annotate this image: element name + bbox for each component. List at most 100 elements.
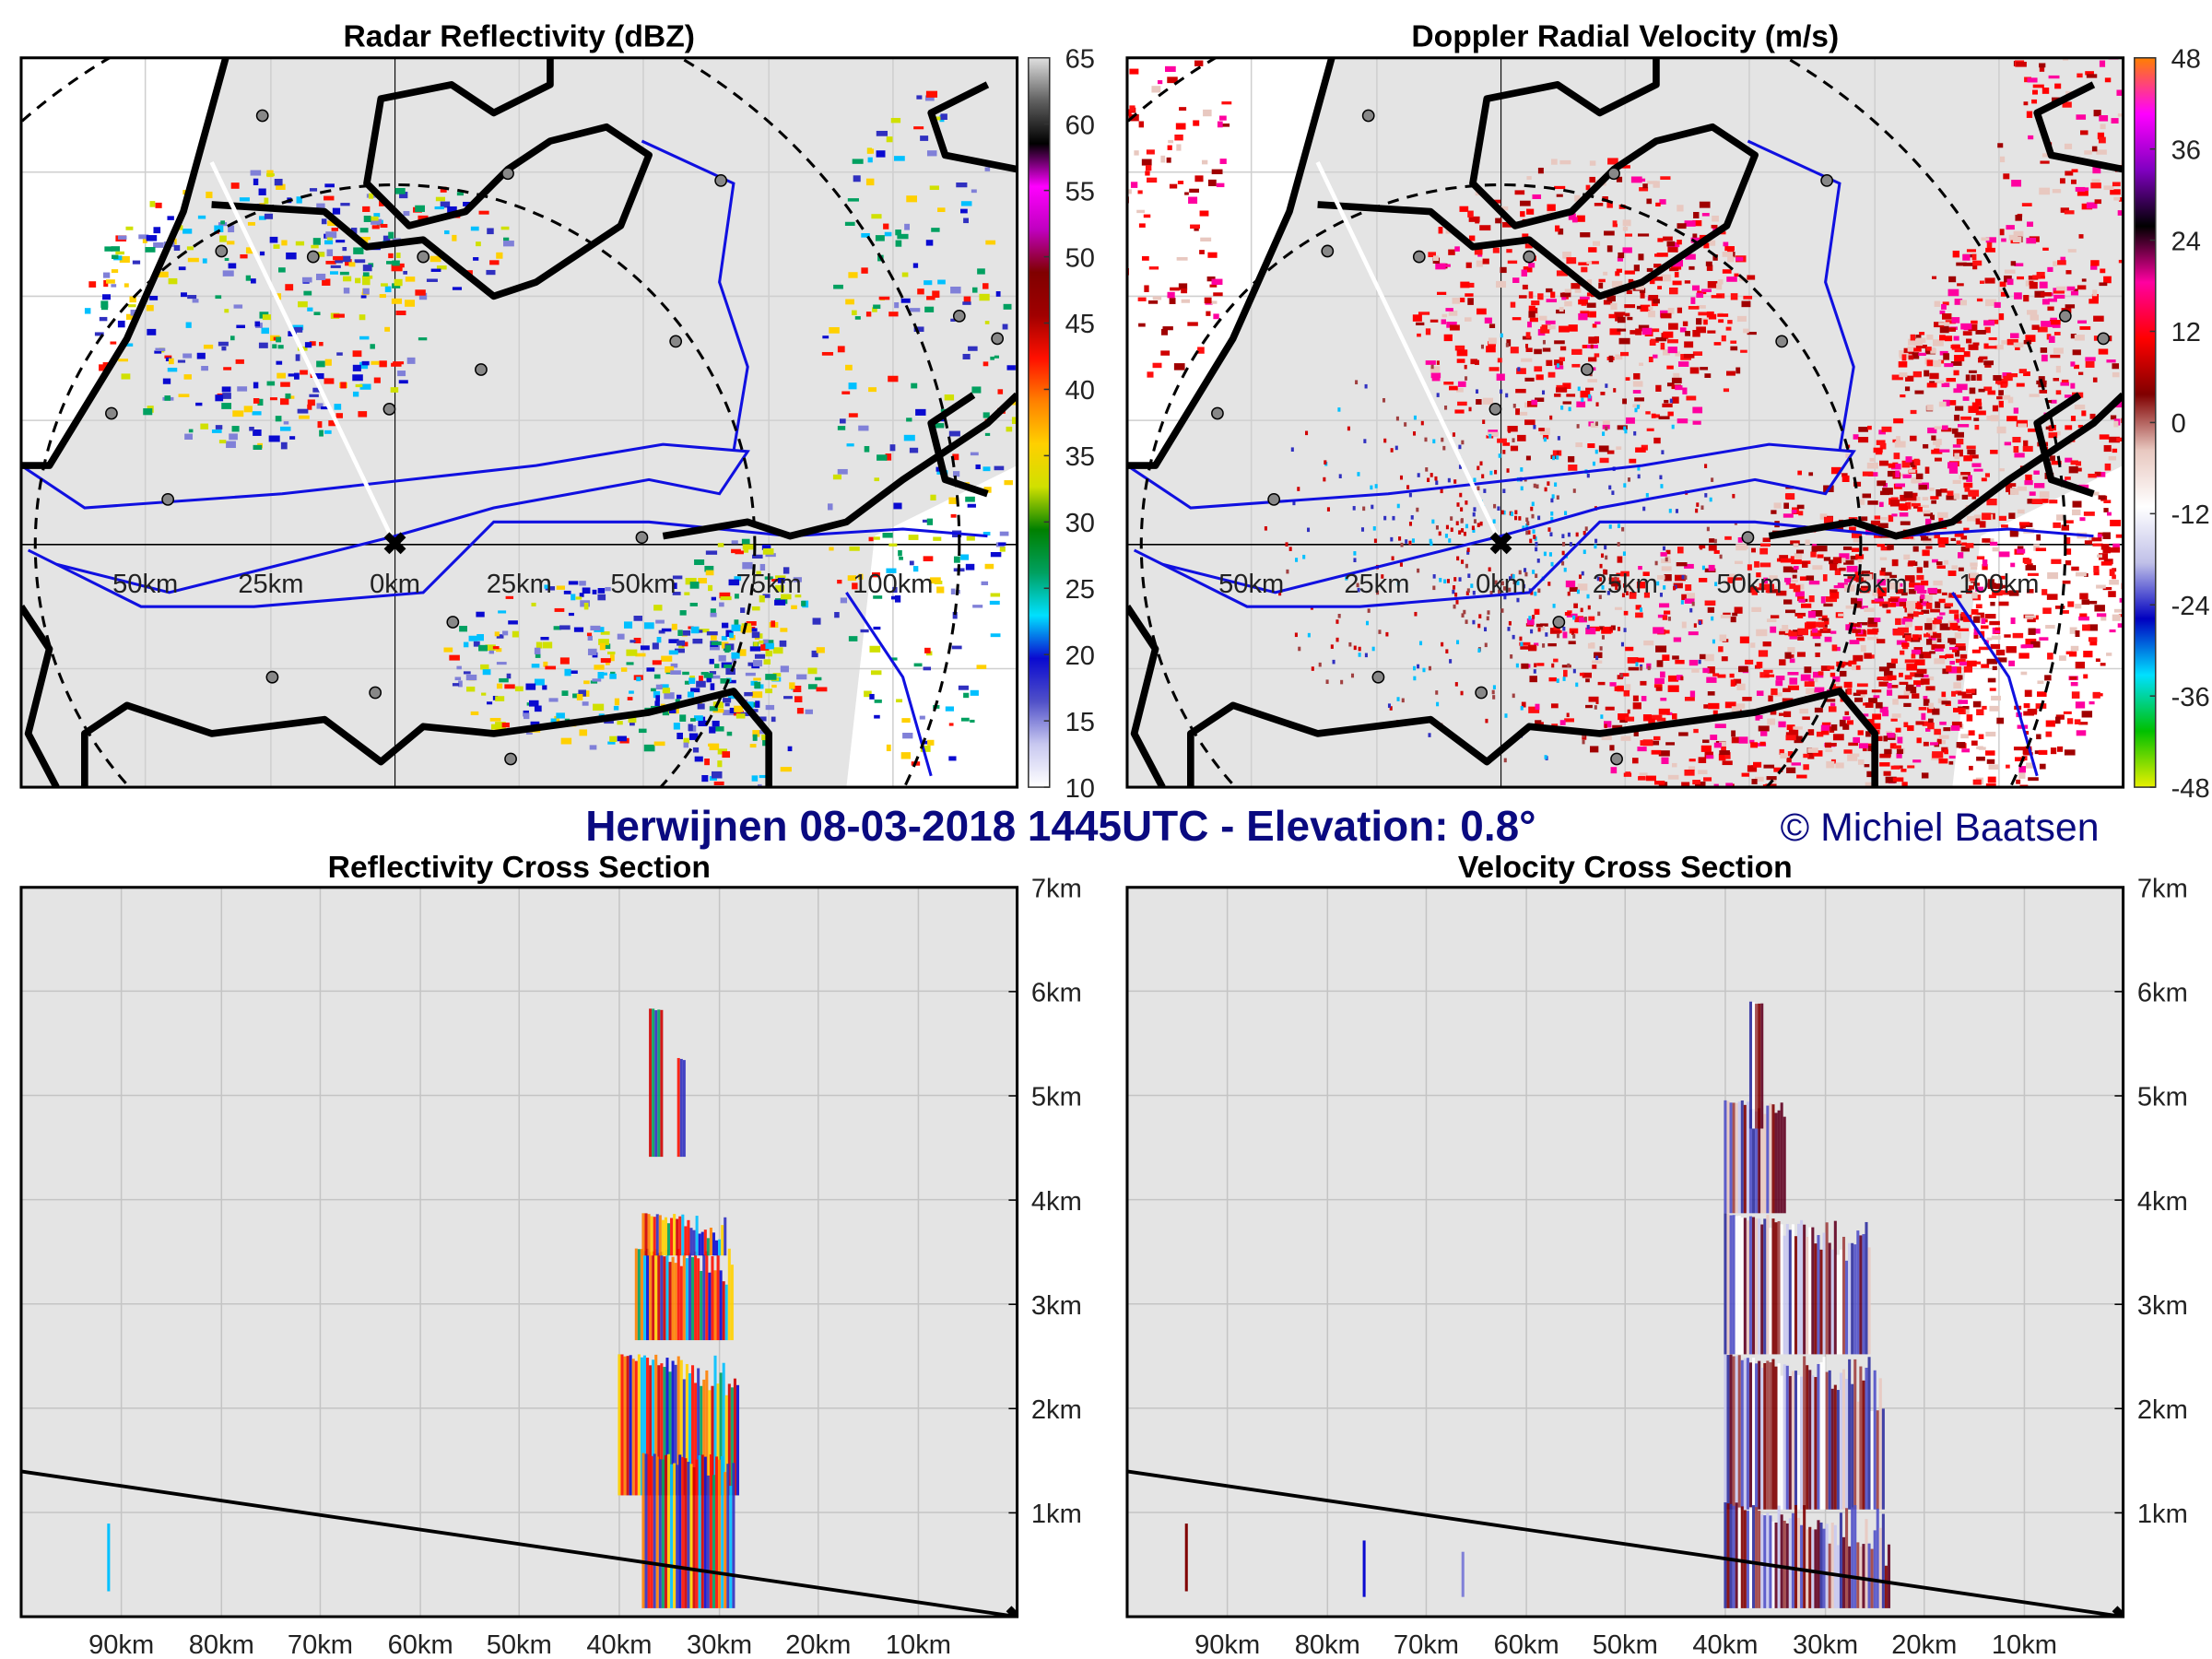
echo-pixel (1534, 591, 1537, 596)
echo-pixel (1948, 755, 1956, 759)
echo-pixel (920, 745, 931, 752)
echo-pixel (1913, 611, 1919, 618)
echo-pixel (2083, 651, 2093, 658)
echo-pixel (1324, 460, 1327, 465)
echo-pixel (1196, 0, 1207, 6)
echo-pixel (1952, 594, 1962, 598)
echo-pixel (405, 300, 416, 307)
xsection-stripe (1862, 1544, 1865, 1608)
echo-pixel (1915, 473, 1924, 479)
echo-pixel (2106, 512, 2112, 516)
echo-pixel (319, 341, 324, 347)
echo-pixel (506, 673, 512, 679)
echo-pixel (182, 229, 193, 234)
echo-pixel (1899, 672, 1903, 677)
echo-pixel (1782, 625, 1789, 630)
echo-pixel (1692, 420, 1701, 425)
echo-pixel (1904, 635, 1912, 641)
echo-pixel (1387, 703, 1392, 708)
echo-pixel (1736, 315, 1747, 322)
range-label: 25km (1344, 570, 1409, 599)
echo-pixel (1601, 635, 1606, 640)
echo-pixel (1877, 523, 1888, 528)
echo-pixel (273, 336, 278, 341)
echo-pixel (1653, 299, 1660, 304)
echo-pixel (2003, 173, 2010, 180)
echo-pixel (662, 710, 670, 716)
echo-pixel (1862, 746, 1867, 752)
echo-pixel (1796, 774, 1807, 779)
xsection-stripe (1732, 1215, 1735, 1355)
echo-pixel (1853, 736, 1860, 744)
echo-pixel (1906, 606, 1915, 613)
echo-pixel (966, 535, 975, 541)
echo-pixel (1390, 448, 1394, 453)
echo-pixel (1550, 291, 1556, 299)
echo-pixel (1126, 109, 1132, 116)
echo-pixel (2118, 259, 2124, 264)
echo-pixel (379, 360, 387, 368)
echo-pixel (398, 380, 408, 384)
echo-pixel (1899, 602, 1907, 606)
xsection-stripe (1735, 1356, 1738, 1510)
echo-pixel (1983, 343, 1989, 349)
echo-pixel (653, 741, 665, 747)
echo-pixel (975, 464, 981, 470)
echo-pixel (1704, 464, 1708, 468)
echo-pixel (1738, 736, 1748, 744)
echo-pixel (1930, 496, 1939, 500)
echo-pixel (709, 671, 717, 675)
echo-pixel (2076, 114, 2087, 120)
echo-pixel (1981, 477, 1987, 482)
echo-pixel (2079, 326, 2091, 330)
echo-pixel (1638, 566, 1642, 571)
echo-pixel (1453, 479, 1457, 484)
echo-pixel (948, 497, 959, 504)
echo-pixel (759, 774, 767, 779)
echo-pixel (2116, 89, 2124, 96)
echo-pixel (1479, 521, 1483, 526)
echo-pixel (976, 665, 987, 669)
echo-pixel (123, 343, 134, 347)
xsection-stripe (1811, 1529, 1815, 1608)
echo-pixel (2039, 65, 2045, 72)
echo-pixel (903, 434, 915, 441)
city-marker (1211, 406, 1224, 420)
echo-pixel (944, 394, 955, 401)
echo-pixel (924, 95, 935, 101)
xsection-stripe (1769, 1362, 1772, 1510)
echo-pixel (1614, 606, 1622, 610)
echo-pixel (146, 235, 158, 241)
echo-pixel (307, 399, 315, 406)
xsection-stripe (1758, 1003, 1761, 1129)
echo-pixel (1667, 339, 1678, 344)
echo-pixel (111, 246, 121, 252)
echo-pixel (1594, 421, 1599, 427)
echo-pixel (1939, 325, 1949, 334)
echo-pixel (1145, 165, 1152, 171)
echo-pixel (583, 602, 589, 610)
echo-pixel (1737, 665, 1748, 673)
beam-elevation-line (1126, 1469, 2124, 1618)
echo-pixel (1535, 573, 1538, 579)
echo-pixel (2081, 599, 2090, 606)
echo-pixel (476, 611, 485, 618)
echo-pixel (2017, 509, 2025, 514)
echo-pixel (1929, 372, 1939, 380)
colorbar-tick-label: 36 (2171, 135, 2201, 165)
echo-pixel (860, 629, 869, 633)
echo-pixel (1622, 398, 1628, 405)
echo-pixel (2099, 282, 2108, 287)
echo-pixel (710, 645, 720, 651)
echo-pixel (1807, 610, 1816, 618)
echo-pixel (681, 641, 688, 647)
echo-pixel (1954, 614, 1959, 619)
echo-pixel (1735, 544, 1747, 551)
echo-pixel (554, 715, 560, 722)
xsection-stripe (647, 1214, 651, 1256)
echo-pixel (1571, 348, 1583, 355)
echo-pixel (1637, 747, 1647, 752)
echo-pixel (710, 612, 717, 618)
echo-pixel (1941, 691, 1947, 698)
echo-pixel (1654, 560, 1658, 566)
